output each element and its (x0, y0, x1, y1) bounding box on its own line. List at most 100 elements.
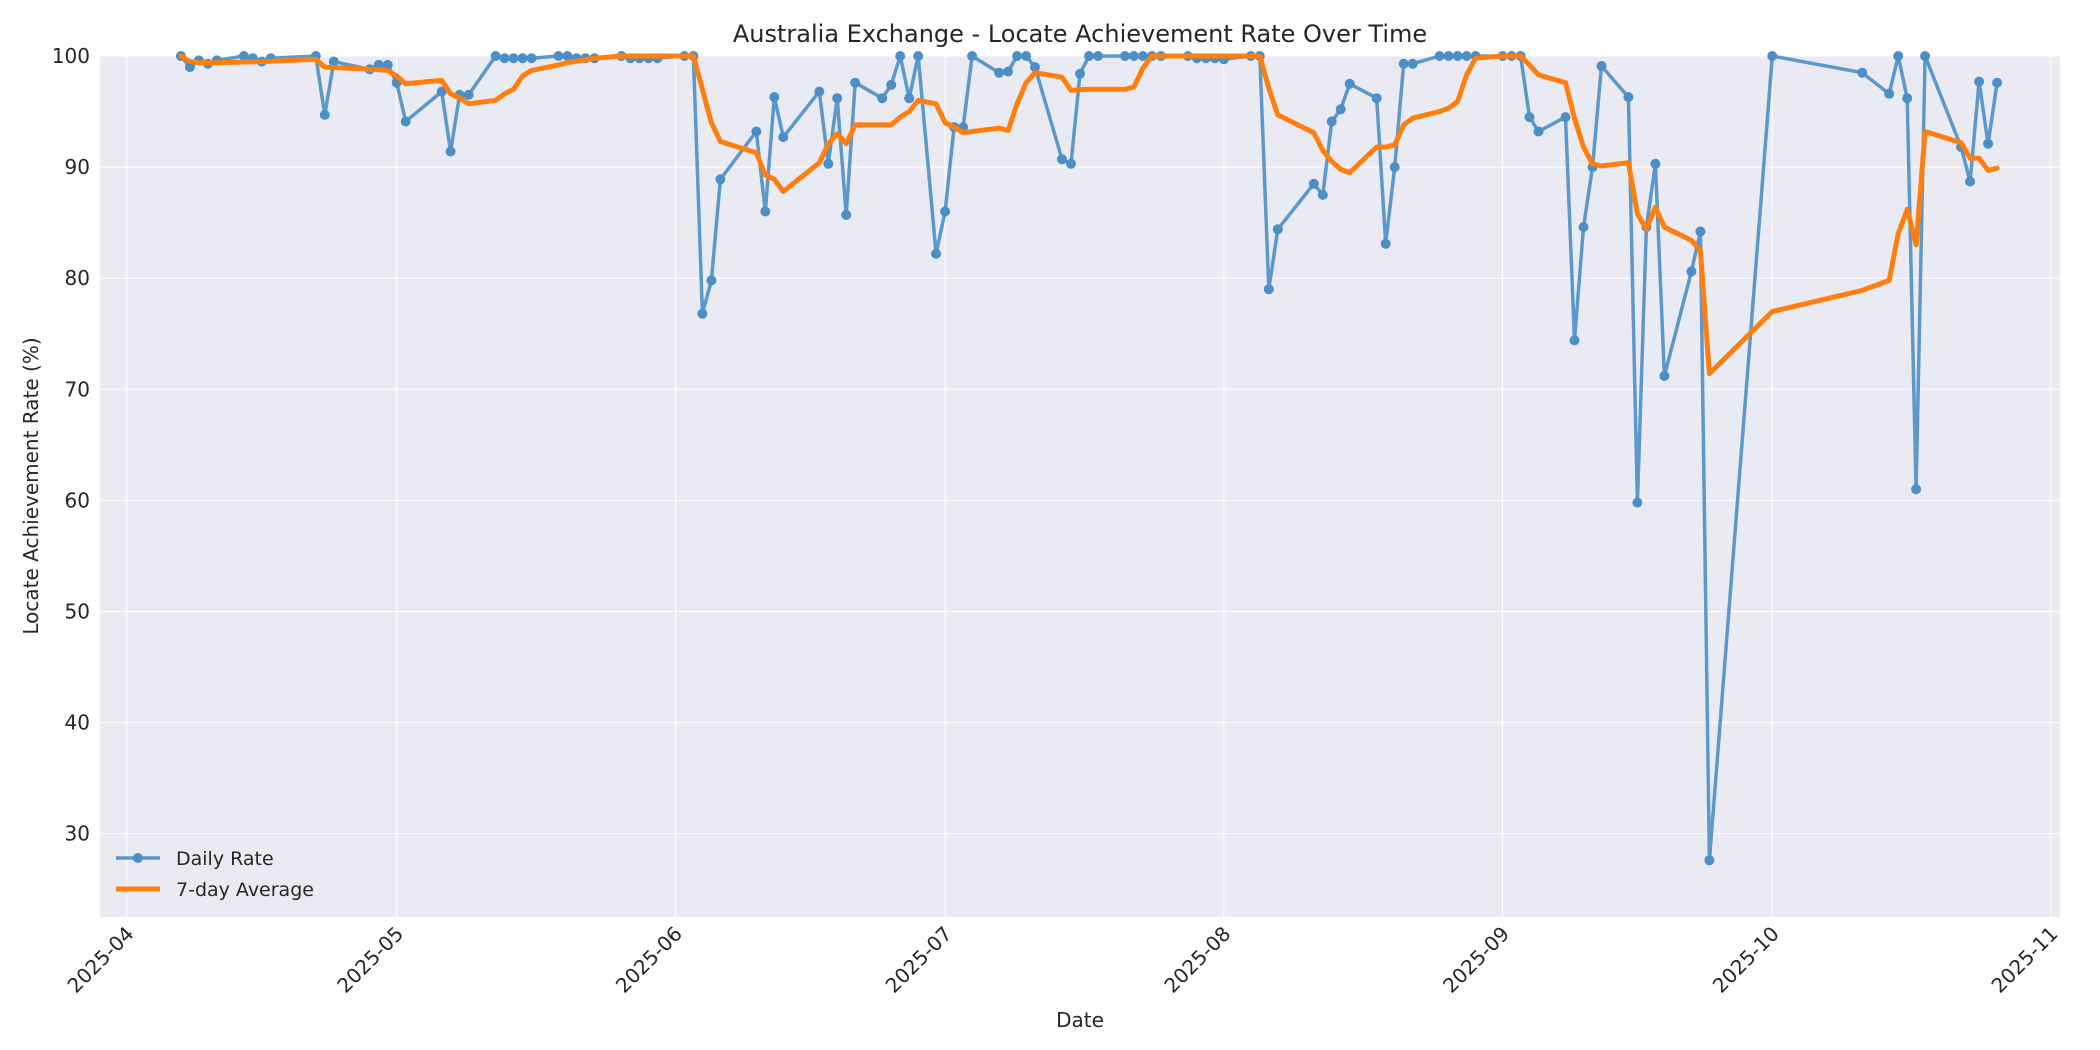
data-point (940, 206, 951, 217)
data-point (1128, 51, 1139, 61)
data-point (850, 77, 861, 88)
data-point (1093, 51, 1103, 61)
data-point (1461, 51, 1472, 61)
data-point (1884, 88, 1895, 99)
data-point (1389, 162, 1400, 173)
data-point (1902, 93, 1913, 104)
data-point (1650, 158, 1661, 169)
data-point (1308, 178, 1319, 189)
data-point (1623, 92, 1634, 103)
data-point (904, 93, 915, 104)
data-point (886, 79, 897, 90)
data-point (1057, 154, 1067, 165)
legend: Daily Rate 7-day Average (116, 848, 314, 901)
series-layer (175, 51, 2003, 866)
data-point (1596, 61, 1607, 71)
data-point (931, 248, 942, 259)
x-tick-label: 2025-07 (881, 922, 957, 998)
data-point (832, 93, 843, 104)
y-tick-label: 90 (65, 155, 90, 179)
data-point (823, 158, 834, 169)
y-tick-label: 50 (65, 599, 90, 623)
data-point (382, 59, 393, 70)
y-tick-label: 30 (65, 822, 90, 846)
y-tick-label: 100 (52, 44, 90, 68)
data-point (1084, 51, 1094, 61)
legend-daily-label: Daily Rate (176, 848, 274, 870)
data-point (1533, 126, 1544, 137)
data-point (328, 56, 339, 67)
data-point (1371, 93, 1382, 104)
data-point (751, 126, 762, 137)
x-tick-label: 2025-06 (611, 922, 687, 998)
data-point (1012, 51, 1023, 61)
chart-title: Australia Exchange - Locate Achievement … (733, 20, 1427, 48)
data-point (1326, 116, 1337, 127)
data-point (319, 109, 330, 120)
data-point (1686, 266, 1697, 277)
data-point (1263, 284, 1274, 295)
data-point (1965, 176, 1976, 187)
data-point (1030, 62, 1040, 73)
legend-daily-marker (133, 853, 143, 863)
data-point (1380, 238, 1391, 249)
x-tick-label: 2025-04 (62, 922, 138, 998)
data-point (1335, 104, 1346, 115)
data-point (1911, 484, 1922, 495)
legend-avg-label: 7-day Average (176, 879, 314, 901)
data-point (1992, 77, 2003, 88)
data-point (877, 93, 888, 104)
data-point (184, 62, 195, 73)
data-point (1407, 58, 1418, 69)
data-point (895, 51, 906, 61)
data-point (1920, 51, 1931, 61)
y-axis-label: Locate Achievement Rate (%) (19, 337, 43, 634)
x-axis-label: Date (1056, 1008, 1104, 1032)
data-point (508, 53, 519, 64)
data-point (400, 116, 411, 127)
data-point (1317, 189, 1328, 200)
data-point (553, 51, 564, 61)
data-point (517, 53, 528, 64)
x-tick-label: 2025-11 (1986, 922, 2062, 998)
data-point (760, 206, 771, 217)
data-point (1272, 224, 1283, 235)
data-point (1398, 58, 1409, 69)
data-point (715, 174, 726, 185)
x-tick-label: 2025-09 (1438, 922, 1514, 998)
y-tick-label: 80 (65, 266, 90, 290)
data-point (814, 86, 825, 97)
x-tick-label: 2025-08 (1159, 922, 1235, 998)
data-point (1120, 51, 1130, 61)
data-point (1434, 51, 1445, 61)
data-point (769, 92, 780, 103)
data-point (436, 86, 447, 97)
y-tick-label: 70 (65, 377, 90, 401)
data-point (463, 89, 474, 100)
data-point (490, 51, 501, 61)
data-point (1983, 138, 1994, 149)
data-point (1659, 371, 1670, 381)
data-point (1524, 112, 1535, 123)
x-tick-label: 2025-10 (1708, 922, 1784, 998)
data-point (238, 51, 249, 61)
data-point (841, 209, 852, 220)
data-point (1066, 158, 1076, 169)
data-point (706, 275, 717, 286)
y-tick-label: 60 (65, 488, 90, 512)
data-point (562, 51, 573, 61)
data-point (526, 53, 537, 64)
data-point (1893, 51, 1904, 61)
data-point (1857, 67, 1868, 78)
series-line-1 (178, 53, 2000, 377)
data-point (1695, 226, 1706, 237)
data-point (499, 53, 510, 64)
data-point (1578, 222, 1589, 233)
data-point (697, 308, 708, 319)
data-point (1767, 51, 1778, 61)
data-point (1569, 335, 1580, 346)
data-point (445, 146, 456, 157)
data-point (1075, 68, 1085, 79)
data-point (1003, 66, 1014, 77)
